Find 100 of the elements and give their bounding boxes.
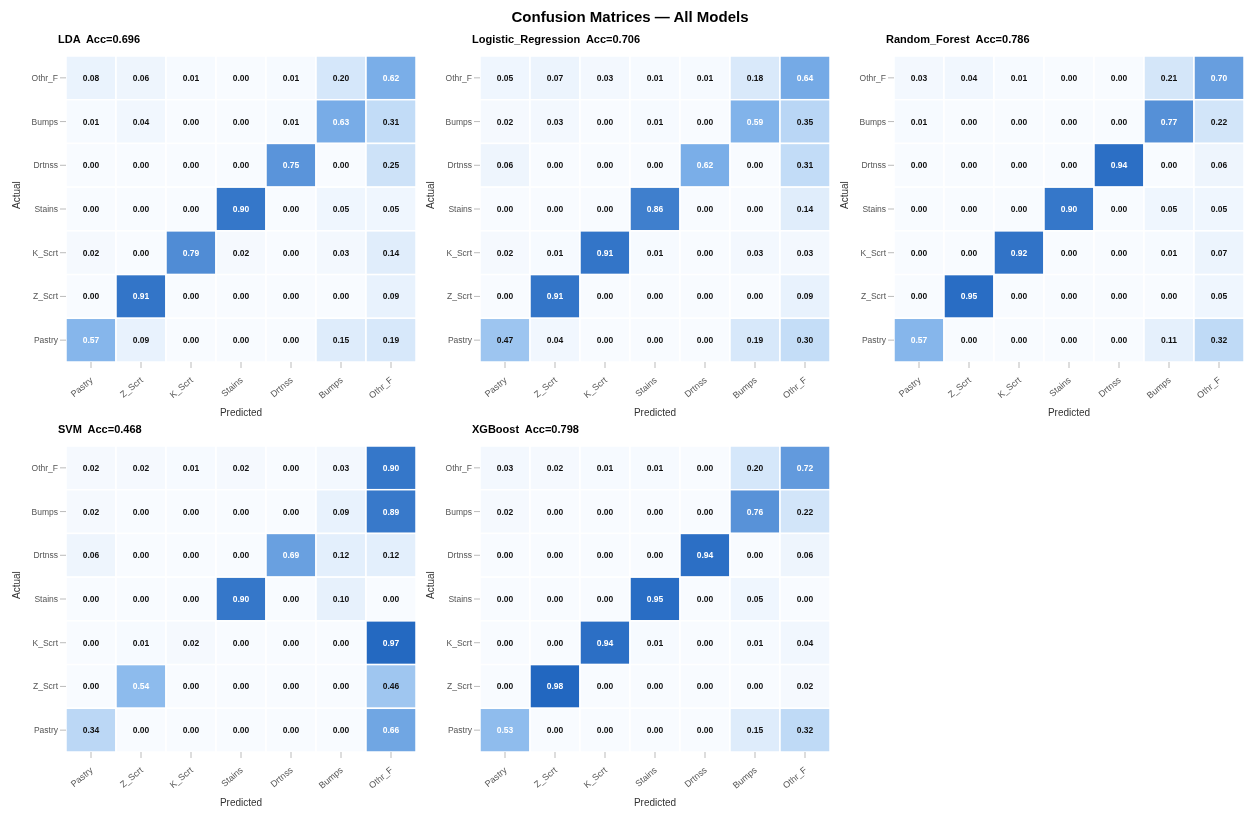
data-label: 0.72	[796, 462, 814, 473]
data-label: 0.00	[1010, 335, 1028, 346]
data-label: 0.02	[496, 506, 514, 517]
data-label: 0.00	[232, 725, 250, 736]
data-label: 0.64	[796, 72, 814, 83]
data-label: 0.00	[546, 160, 564, 171]
y-tick-label: Drtnss	[33, 550, 58, 561]
data-label: 0.00	[182, 594, 200, 604]
data-label: 0.03	[546, 116, 564, 127]
data-label: 0.00	[546, 550, 564, 561]
data-label: 0.00	[696, 462, 714, 473]
x-axis-title: Predicted	[633, 797, 677, 808]
data-label: 0.01	[646, 637, 664, 648]
data-label: 0.00	[546, 594, 564, 604]
data-label: 0.00	[696, 204, 714, 214]
data-label: 0.02	[496, 116, 514, 127]
data-label: 0.00	[646, 550, 664, 561]
data-label: 0.00	[646, 335, 664, 346]
data-label: 0.00	[232, 116, 250, 127]
data-label: 0.47	[496, 335, 514, 346]
data-label: 0.00	[332, 160, 350, 171]
data-label: 0.00	[696, 681, 714, 692]
data-label: 0.86	[646, 204, 664, 214]
data-label: 0.00	[332, 291, 350, 302]
data-label: 0.00	[132, 247, 150, 258]
data-label: 0.12	[382, 550, 400, 561]
data-label: 0.00	[746, 550, 764, 561]
x-axis-title: Predicted	[219, 407, 263, 418]
data-label: 0.53	[496, 725, 514, 736]
data-label: 0.54	[132, 681, 150, 692]
data-label: 0.00	[1060, 291, 1078, 302]
data-label: 0.08	[82, 72, 100, 83]
data-label: 0.00	[496, 204, 514, 214]
data-label: 0.00	[1110, 247, 1128, 258]
data-label: 0.98	[546, 681, 564, 692]
y-tick-label: K_Scrt	[32, 247, 59, 258]
y-tick-label: Drtnss	[447, 550, 472, 561]
data-label: 0.00	[596, 204, 614, 214]
data-label: 0.00	[82, 204, 100, 214]
data-label: 0.00	[746, 681, 764, 692]
y-tick-label: K_Scrt	[446, 637, 473, 648]
data-label: 0.00	[182, 725, 200, 736]
y-axis-title: Actual	[838, 181, 850, 209]
data-label: 0.11	[1160, 335, 1178, 346]
data-label: 0.00	[282, 335, 300, 346]
data-label: 0.00	[332, 681, 350, 692]
data-label: 0.01	[1010, 72, 1028, 83]
data-label: 0.91	[546, 291, 564, 302]
data-label: 0.35	[796, 116, 814, 127]
data-label: 0.00	[182, 204, 200, 214]
y-tick-label: K_Scrt	[32, 637, 59, 648]
y-tick-label: Othr_F	[445, 462, 472, 473]
data-label: 0.00	[282, 637, 300, 648]
data-label: 0.00	[1010, 116, 1028, 127]
y-tick-label: Othr_F	[859, 72, 886, 83]
data-label: 0.00	[496, 594, 514, 604]
data-label: 0.59	[746, 116, 764, 127]
data-label: 0.00	[1110, 291, 1128, 302]
data-label: 0.00	[546, 506, 564, 517]
data-label: 0.00	[132, 594, 150, 604]
data-label: 0.00	[1160, 160, 1178, 171]
data-label: 0.00	[746, 291, 764, 302]
x-axis-title: Predicted	[1047, 407, 1091, 418]
data-label: 0.00	[1110, 72, 1128, 83]
data-label: 0.01	[746, 637, 764, 648]
data-label: 0.25	[382, 160, 400, 171]
data-label: 0.06	[1210, 160, 1228, 171]
data-label: 0.00	[282, 681, 300, 692]
data-label: 0.57	[82, 335, 100, 346]
data-label: 0.00	[596, 160, 614, 171]
data-label: 0.00	[1060, 116, 1078, 127]
data-label: 0.02	[182, 637, 200, 648]
y-tick-label: Bumps	[859, 116, 886, 127]
data-label: 0.00	[232, 681, 250, 692]
data-label: 0.00	[132, 725, 150, 736]
data-label: 0.00	[696, 247, 714, 258]
data-label: 0.00	[182, 335, 200, 346]
x-axis-title: Predicted	[633, 407, 677, 418]
y-tick-label: Stains	[34, 594, 58, 605]
data-label: 0.94	[596, 637, 614, 648]
data-label: 0.01	[282, 72, 300, 83]
data-label: 0.01	[696, 72, 714, 83]
data-label: 0.00	[1060, 335, 1078, 346]
data-label: 0.00	[910, 247, 928, 258]
data-label: 0.09	[332, 506, 350, 517]
data-label: 0.63	[332, 116, 350, 127]
data-label: 0.00	[646, 291, 664, 302]
y-tick-label: Othr_F	[31, 462, 58, 473]
data-label: 0.00	[910, 204, 928, 214]
y-tick-label: Z_Scrt	[860, 291, 887, 302]
data-label: 0.10	[332, 594, 350, 604]
y-tick-label: Pastry	[447, 725, 473, 736]
data-label: 0.00	[282, 506, 300, 517]
data-label: 0.00	[546, 725, 564, 736]
data-label: 0.03	[796, 247, 814, 258]
data-label: 0.90	[1060, 204, 1078, 214]
data-label: 0.00	[646, 506, 664, 517]
data-label: 0.01	[646, 72, 664, 83]
data-label: 0.00	[232, 550, 250, 561]
data-label: 0.04	[796, 637, 814, 648]
